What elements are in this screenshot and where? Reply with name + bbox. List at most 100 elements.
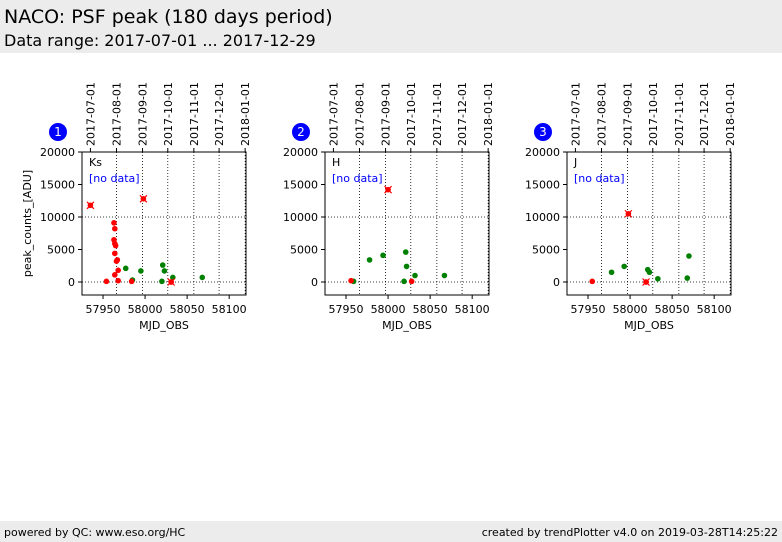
data-point-bad <box>112 242 119 249</box>
data-point-good <box>403 263 410 270</box>
outlier-cross <box>624 209 633 218</box>
outlier-point <box>384 185 393 194</box>
date-tick-label: 2017-12-01 <box>213 82 226 146</box>
data-point-good <box>412 272 418 279</box>
data-point-good <box>608 269 615 276</box>
y-tick-label: 20000 <box>40 146 75 159</box>
data-point-bad <box>408 278 415 285</box>
x-tick-label: 58100 <box>697 303 732 316</box>
outlier-cross <box>167 278 176 286</box>
data-point-bad <box>348 277 354 284</box>
y-tick-label: 5000 <box>47 244 75 257</box>
data-point-bad <box>103 278 110 285</box>
y-tick-label: 20000 <box>525 146 560 159</box>
x-axis-label: MJD_OBS <box>382 319 432 332</box>
data-point-bad <box>111 220 117 226</box>
data-point-bad <box>112 272 118 278</box>
date-tick-label: 2017-09-01 <box>137 82 150 146</box>
data-point-good <box>621 263 627 270</box>
y-tick-label: 0 <box>68 276 75 289</box>
date-tick-label: 2017-10-01 <box>162 82 175 146</box>
y-tick-label: 15000 <box>40 179 75 192</box>
data-point-good <box>646 269 653 276</box>
data-point-bad <box>115 267 121 274</box>
data-point-good <box>655 275 661 282</box>
data-point-good <box>402 249 409 255</box>
data-point-bad <box>112 250 118 257</box>
x-tick-label: 57950 <box>86 303 121 316</box>
y-tick-label: 10000 <box>283 211 318 224</box>
date-tick-label: 2017-07-01 <box>84 82 97 146</box>
report-header: NACO: PSF peak (180 days period) Data ra… <box>0 0 782 53</box>
date-tick-label: 2017-10-01 <box>405 82 418 146</box>
outlier-cross <box>642 278 650 286</box>
data-point-good <box>684 275 691 281</box>
chart-panel-3: 57950 58000 58050 58100 0 5000 10000 15000 20000… <box>525 82 737 332</box>
date-tick-label: 2017-08-01 <box>110 82 123 146</box>
panel-badge <box>292 123 310 141</box>
data-point-bad <box>128 278 135 285</box>
date-tick-label: 2017-08-01 <box>595 82 608 146</box>
chart-panel-2: 57950 58000 58050 58100 0 5000 10000 15000 20000… <box>283 82 495 332</box>
x-axis-label: MJD_OBS <box>624 319 674 332</box>
panel-badge-number: 3 <box>539 125 547 139</box>
data-point-good <box>366 257 373 263</box>
panel-badge-number: 2 <box>297 125 305 139</box>
date-tick-label: 2017-12-01 <box>698 82 711 146</box>
plot-frame <box>566 151 732 296</box>
panel-badge <box>534 123 552 141</box>
data-point-bad <box>114 257 121 263</box>
x-tick-label: 58050 <box>170 303 205 316</box>
y-tick-label: 0 <box>311 276 318 289</box>
plot-frame <box>81 151 247 296</box>
data-range-subtitle: Data range: 2017-07-01 ... 2017-12-29 <box>4 31 316 50</box>
data-point-bad <box>589 278 596 285</box>
x-tick-label: 58000 <box>371 303 406 316</box>
outlier-cross <box>86 201 95 210</box>
chart-panel-1: 57950 58000 58050 58100 0 5000 10000 15000 20000… <box>21 82 252 332</box>
date-tick-label: 2017-08-01 <box>353 82 366 146</box>
x-tick-label: 58100 <box>455 303 490 316</box>
y-axis-label: peak_counts_[ADU] <box>21 170 34 277</box>
outlier-cross <box>139 194 148 203</box>
date-tick-label: 2017-10-01 <box>647 82 660 146</box>
data-point-good <box>380 252 386 259</box>
footer-credit: powered by QC: www.eso.org/HC <box>4 526 186 539</box>
date-tick-label: 2017-11-01 <box>188 82 201 146</box>
date-tick-label: 2017-07-01 <box>569 82 582 146</box>
outlier-point <box>139 194 148 203</box>
x-tick-label: 58100 <box>212 303 247 316</box>
y-tick-label: 15000 <box>525 179 560 192</box>
data-point-bad <box>112 225 118 232</box>
data-point-good <box>122 265 129 272</box>
filter-label: J <box>573 156 577 169</box>
plot-frame <box>324 151 490 296</box>
date-tick-label: 2018-01-01 <box>239 82 252 146</box>
y-tick-label: 10000 <box>525 211 560 224</box>
x-tick-label: 58000 <box>613 303 648 316</box>
x-tick-label: 58050 <box>413 303 448 316</box>
outlier-point <box>86 201 95 210</box>
outlier-point <box>624 209 633 218</box>
data-point-good <box>441 272 448 279</box>
outlier-point <box>642 278 650 286</box>
data-point-good <box>199 274 206 281</box>
x-tick-label: 58000 <box>128 303 163 316</box>
psf-peak-charts: 57950 58000 58050 58100 0 5000 10000 15000 20000… <box>21 82 737 332</box>
filter-label: H <box>332 156 340 169</box>
outlier-cross <box>384 185 393 194</box>
data-point-good <box>159 262 166 268</box>
panel-badge <box>49 123 67 141</box>
date-tick-label: 2017-09-01 <box>380 82 393 146</box>
date-tick-label: 2017-12-01 <box>456 82 469 146</box>
report-footer: powered by QC: www.eso.org/HC created by… <box>0 521 782 542</box>
report-title: NACO: PSF peak (180 days period) <box>4 6 333 28</box>
data-point-good <box>159 278 165 285</box>
no-data-label: [no data] <box>89 172 140 185</box>
y-tick-label: 5000 <box>290 244 318 257</box>
data-point-good <box>401 278 407 285</box>
date-tick-label: 2018-01-01 <box>724 82 737 146</box>
data-point-good <box>686 253 692 259</box>
data-point-good <box>138 268 144 274</box>
data-point-good <box>161 268 168 274</box>
